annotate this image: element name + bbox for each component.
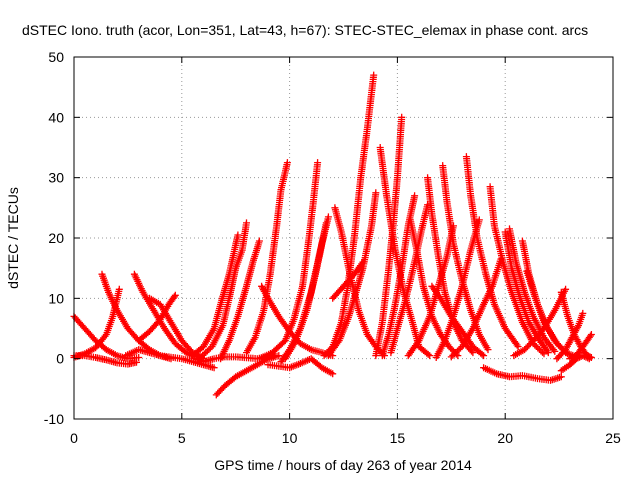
chart-title: dSTEC Iono. truth (acor, Lon=351, Lat=43… [22,22,588,38]
y-axis: -10 0 10 20 30 40 50 [44,49,613,427]
series-arc [264,355,337,378]
x-axis-label: GPS time / hours of day 263 of year 2014 [214,457,472,473]
point-markers [387,201,432,357]
point-markers [212,352,283,399]
point-markers [501,228,552,357]
point-markers [122,346,218,372]
series-arc [428,282,488,360]
point-markers [197,219,250,361]
x-tick-label: 20 [497,430,513,446]
x-tick-label: 0 [70,430,78,446]
series-arc [329,258,367,302]
y-axis-label: dSTEC / TECUs [5,187,21,289]
point-markers [281,213,332,363]
x-tick-label: 15 [390,430,406,446]
y-tick-label: 50 [48,49,64,65]
point-markers [404,222,457,360]
series-arc [324,189,380,360]
point-markers [439,162,492,354]
x-tick-label: 25 [605,430,621,446]
y-tick-label: 20 [48,230,64,246]
point-markers [130,270,199,361]
series-arc [189,231,242,360]
series-arc [122,346,218,372]
point-markers [189,231,242,360]
series-arc [130,270,199,361]
point-markers [480,364,565,384]
y-tick-label: 0 [56,351,64,367]
x-tick-label: 10 [282,430,298,446]
point-markers [557,352,593,375]
series-arc [557,352,593,375]
y-tick-label: 10 [48,290,64,306]
x-axis: 0 5 10 15 20 25 [70,57,621,446]
series-arc [447,255,505,361]
point-markers [553,309,587,363]
series-arc [378,192,419,360]
point-markers [447,255,505,361]
point-markers [428,282,488,360]
y-tick-label: 40 [48,109,64,125]
series-arc [258,282,337,360]
point-markers [264,355,337,378]
series-arc [501,228,552,357]
point-markers [258,282,337,360]
series-arc [197,219,250,361]
series-arc [553,309,587,363]
point-markers [324,189,380,360]
x-tick-label: 5 [178,430,186,446]
point-markers [378,192,419,360]
series-arc [404,222,457,360]
point-markers [506,225,559,355]
series-arc [281,213,332,363]
series-arc [439,162,492,354]
series-arc [480,364,565,384]
series-arc [506,225,559,355]
point-markers [329,258,367,302]
y-tick-label: 30 [48,170,64,186]
series-marks [70,71,595,399]
series-arc [212,352,283,399]
series-arc [387,201,432,357]
y-tick-label: -10 [44,411,64,427]
